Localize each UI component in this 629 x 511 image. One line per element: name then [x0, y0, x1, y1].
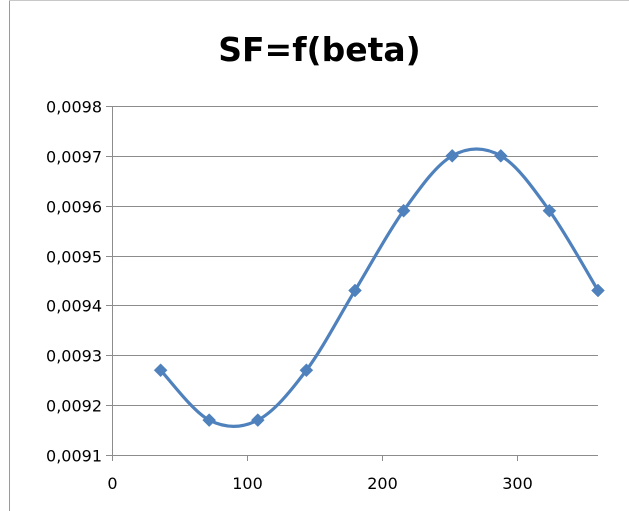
frame-left-border — [9, 0, 10, 511]
data-point-marker — [299, 363, 314, 378]
chart-title: SF=f(beta) — [218, 30, 421, 69]
data-point-marker — [396, 203, 411, 218]
y-tick-label: 0,0094 — [46, 297, 102, 316]
data-point-marker — [542, 203, 557, 218]
data-point-marker — [348, 283, 362, 298]
data-point-marker — [591, 283, 605, 298]
y-tick-label: 0,0097 — [46, 148, 102, 167]
series-line — [159, 147, 600, 428]
y-tick-label: 0,0096 — [46, 198, 102, 217]
data-point-marker — [202, 413, 217, 427]
data-point-marker — [250, 413, 265, 427]
y-tick-label: 0,0091 — [46, 447, 102, 466]
y-tick-label: 0,0093 — [46, 347, 102, 366]
x-tick-label: 200 — [367, 474, 398, 493]
data-point-marker — [153, 363, 168, 378]
frame-top-border — [9, 0, 629, 1]
x-tick-label: 100 — [232, 474, 263, 493]
x-tick-label: 300 — [502, 474, 533, 493]
y-tick-label: 0,0098 — [46, 98, 102, 117]
y-tick-label: 0,0092 — [46, 397, 102, 416]
data-point-marker — [493, 149, 508, 163]
x-tick-label: 0 — [107, 474, 117, 493]
y-tick-label: 0,0095 — [46, 248, 102, 267]
data-point-marker — [445, 149, 460, 163]
